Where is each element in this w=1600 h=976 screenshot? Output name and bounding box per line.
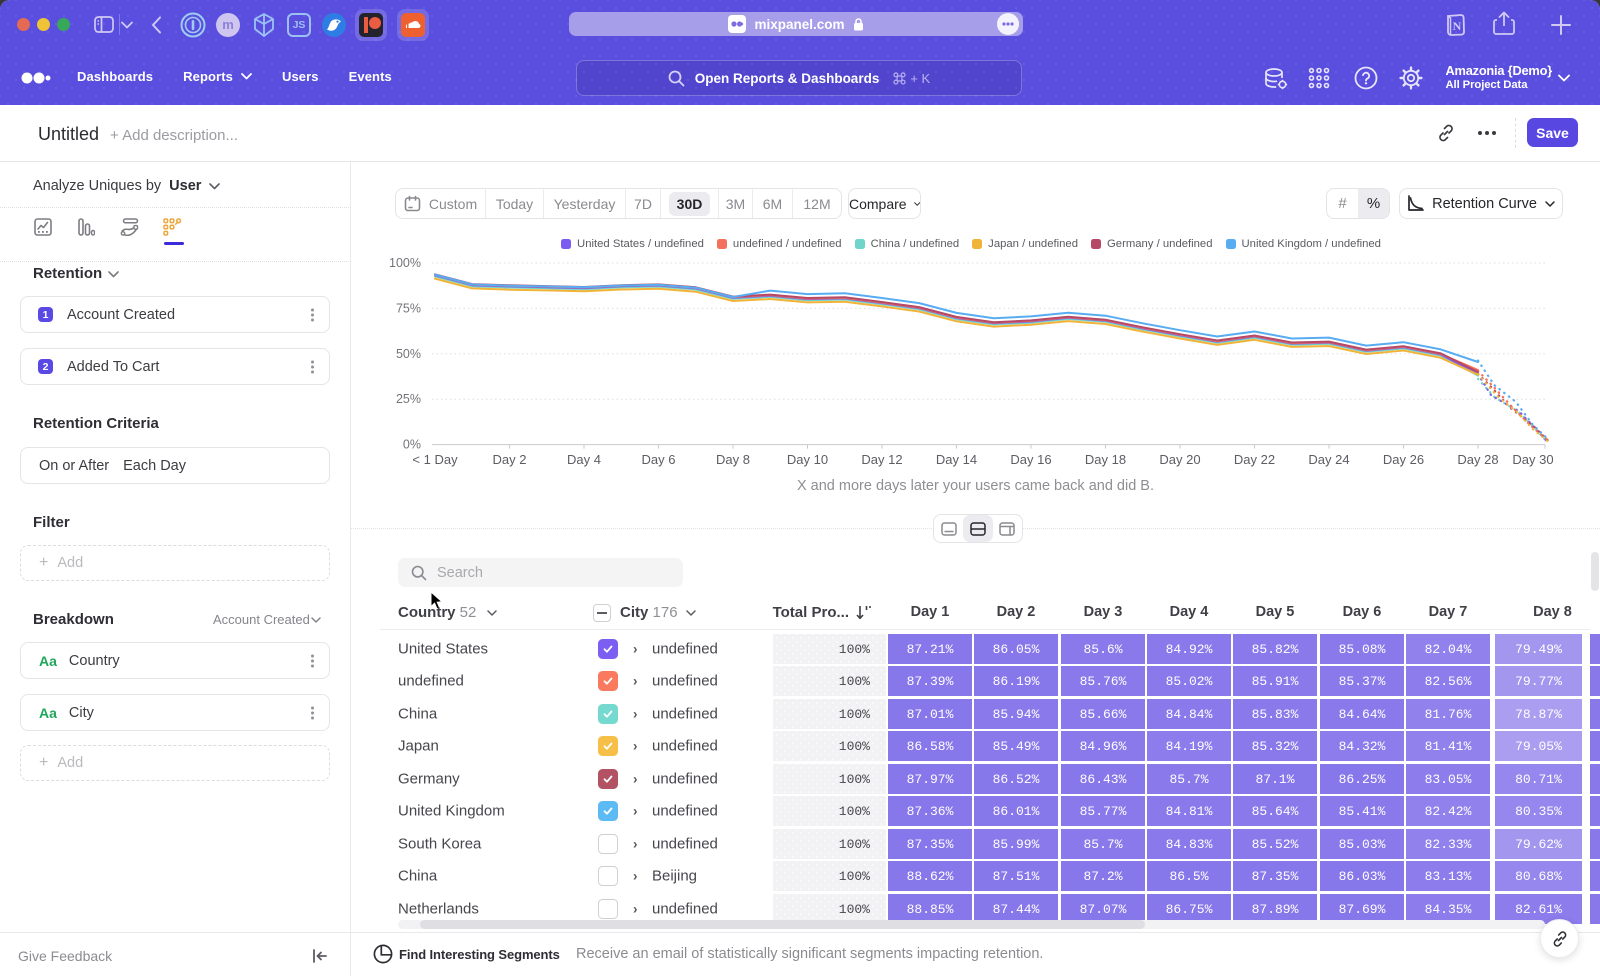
svg-text:Day 6: Day 6 (642, 452, 676, 467)
svg-text:Day 22: Day 22 (1234, 452, 1275, 467)
svg-text:N: N (1453, 19, 1462, 33)
svg-text:Day 28: Day 28 (1457, 452, 1498, 467)
svg-text:Day 2: Day 2 (493, 452, 527, 467)
svg-text:< 1 Day: < 1 Day (412, 452, 458, 467)
svg-text:75%: 75% (396, 301, 421, 315)
svg-text:Day 16: Day 16 (1010, 452, 1051, 467)
svg-text:Day 18: Day 18 (1085, 452, 1126, 467)
svg-text:0%: 0% (403, 438, 421, 452)
svg-text:50%: 50% (396, 347, 421, 361)
svg-text:Day 4: Day 4 (567, 452, 601, 467)
svg-text:Day 10: Day 10 (787, 452, 828, 467)
svg-text:Day 24: Day 24 (1308, 452, 1349, 467)
svg-text:Day 20: Day 20 (1159, 452, 1200, 467)
svg-text:25%: 25% (396, 392, 421, 406)
svg-text:100%: 100% (389, 256, 421, 270)
svg-text:Day 12: Day 12 (861, 452, 902, 467)
svg-text:Day 26: Day 26 (1383, 452, 1424, 467)
svg-text:Day 14: Day 14 (936, 452, 977, 467)
svg-text:Day 30: Day 30 (1512, 452, 1553, 467)
svg-text:Day 8: Day 8 (716, 452, 750, 467)
